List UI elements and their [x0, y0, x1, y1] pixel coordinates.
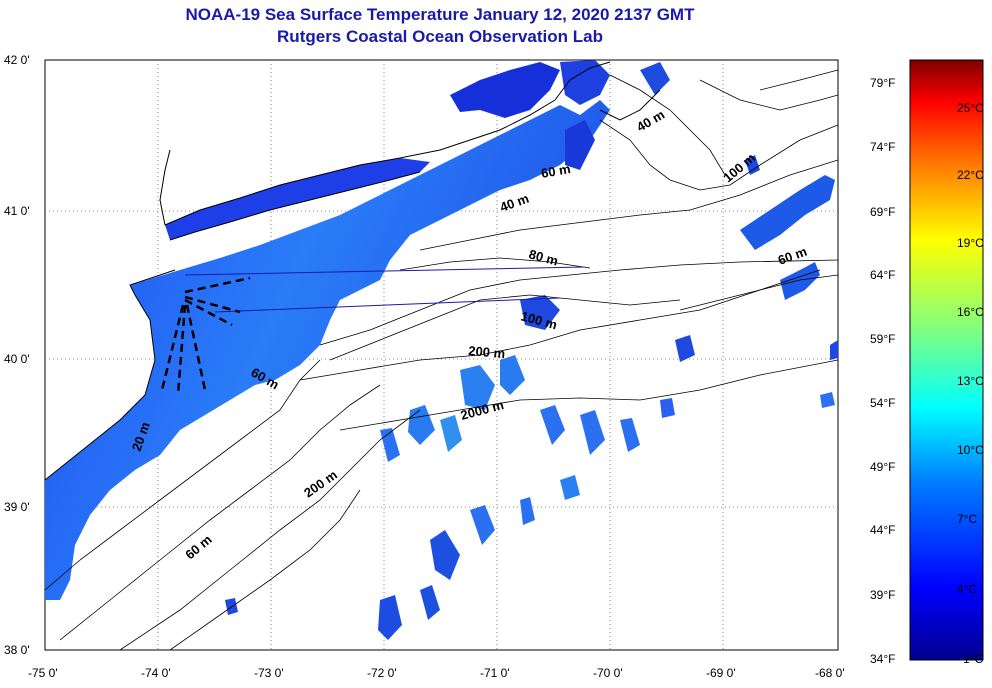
map-title: NOAA-19 Sea Surface Temperature January …: [185, 5, 695, 24]
colorbar-f-label: 74°F: [870, 140, 896, 154]
map-subtitle: Rutgers Coastal Ocean Observation Lab: [277, 27, 603, 46]
lon-tick: -69 0': [706, 666, 736, 680]
lat-tick: 41 0': [4, 204, 30, 218]
colorbar-f-label: 44°F: [870, 523, 896, 537]
colorbar-f-label: 64°F: [870, 268, 896, 282]
colorbar-f-label: 69°F: [870, 205, 896, 219]
depth-contours: [45, 69, 838, 650]
lat-tick: 39 0': [4, 500, 30, 514]
colorbar-f-label: 79°F: [870, 76, 896, 90]
colorbar-f-label: 49°F: [870, 460, 896, 474]
lat-tick: 38 0': [4, 643, 30, 657]
colorbar-f-label: 39°F: [870, 588, 896, 602]
colorbar-c-label: 1°C: [963, 652, 984, 666]
colorbar-c-label: 13°C: [957, 374, 984, 388]
coastline: [45, 61, 661, 481]
lon-tick: -75 0': [28, 666, 58, 680]
sst-coastal-field: [45, 60, 610, 600]
lon-tick: -73 0': [254, 666, 284, 680]
contour-label: 60 m: [540, 161, 572, 181]
lat-tick: 40 0': [4, 352, 30, 366]
contour-label: 80 m: [527, 246, 560, 268]
colorbar-f-label: 59°F: [870, 332, 896, 346]
colorbar-c-label: 10°C: [957, 443, 984, 457]
colorbar-c-label: 22°C: [957, 168, 984, 182]
track-lines: [184, 266, 586, 313]
contour-label: 200 m: [468, 343, 506, 361]
lon-tick: -72 0': [367, 666, 397, 680]
lon-tick: -74 0': [141, 666, 171, 680]
colorbar-c-label: 4°C: [957, 582, 978, 596]
colorbar-c-label: 7°C: [957, 512, 978, 526]
sst-offshore-patches: [225, 62, 838, 640]
colorbar-c-label: 19°C: [957, 236, 984, 250]
lat-tick: 42 0': [4, 53, 30, 67]
lon-tick: -68 0': [815, 666, 845, 680]
lon-tick: -70 0': [593, 666, 623, 680]
lon-tick: -71 0': [480, 666, 510, 680]
colorbar-c-label: 16°C: [957, 305, 984, 319]
colorbar-c-label: 25°C: [957, 101, 984, 115]
colorbar-f-label: 54°F: [870, 396, 896, 410]
colorbar: [909, 59, 984, 661]
transect-lines: [160, 276, 251, 396]
colorbar-f-label: 34°F: [870, 652, 896, 666]
